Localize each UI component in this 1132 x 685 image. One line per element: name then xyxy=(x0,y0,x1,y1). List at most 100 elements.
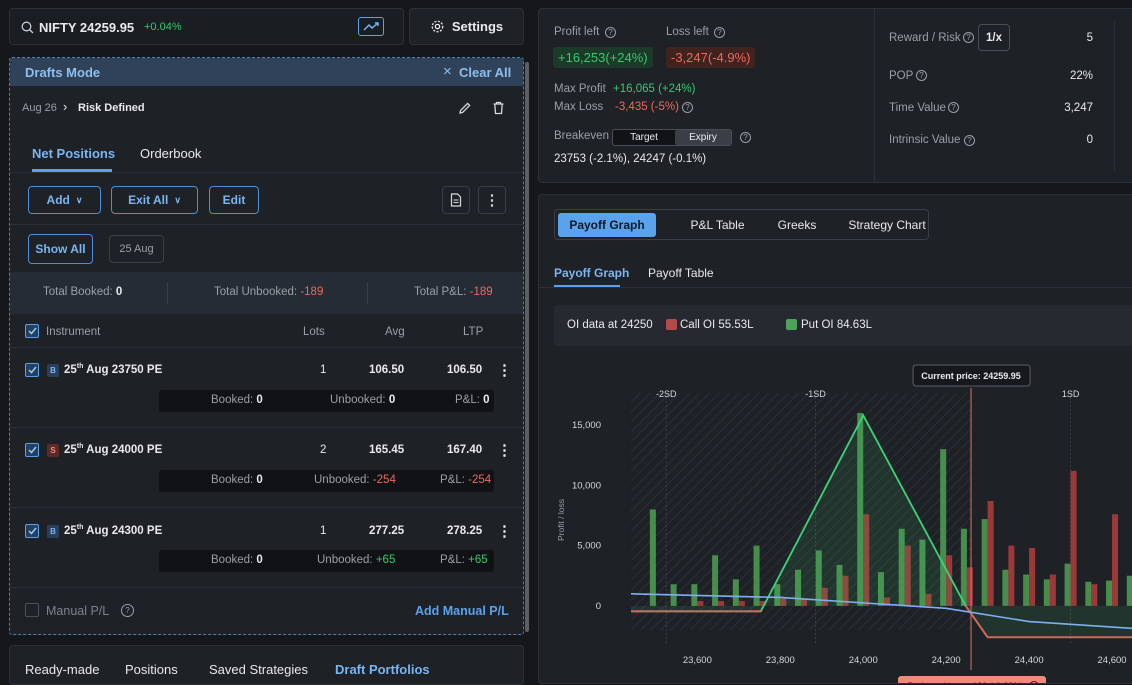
select-all-checkbox[interactable] xyxy=(25,324,39,338)
close-icon[interactable]: × xyxy=(443,63,452,80)
table-row[interactable]: S 25th Aug 24000 PE 2 165.45 167.40 ⋮ Bo… xyxy=(10,428,523,507)
unbooked-value: 0 xyxy=(388,394,396,406)
date-chip[interactable]: 25 Aug xyxy=(109,235,164,263)
drafts-header: Drafts Mode × Clear All xyxy=(10,58,523,86)
divider xyxy=(10,172,523,173)
header-ltp: LTP xyxy=(463,326,484,338)
show-all-button[interactable]: Show All xyxy=(28,234,93,264)
tab-pnl-table[interactable]: P&L Table xyxy=(690,218,745,232)
expiry-payoff-area xyxy=(631,415,1132,638)
more-icon[interactable]: ⋮ xyxy=(478,186,506,214)
search-bar[interactable]: NIFTY 24259.95 +0.04% xyxy=(9,8,404,45)
tab-net-positions[interactable]: Net Positions xyxy=(32,146,116,161)
subtab-payoff-table[interactable]: Payoff Table xyxy=(648,266,714,280)
ltp-value: 278.25 xyxy=(447,525,483,537)
tab-payoff-graph[interactable]: Payoff Graph xyxy=(558,213,656,237)
call-oi-bar xyxy=(718,601,725,606)
put-oi-value: 84.63L xyxy=(836,319,872,331)
call-oi-bar xyxy=(966,567,973,606)
put-oi-bar xyxy=(649,509,656,606)
add-button[interactable]: Add ∨ xyxy=(28,186,101,214)
drafts-panel: Drafts Mode × Clear All Aug 26 › Risk De… xyxy=(9,57,524,635)
table-row[interactable]: B 25th Aug 23750 PE 1 106.50 106.50 ⋮ Bo… xyxy=(10,348,523,427)
put-oi-bar xyxy=(919,539,926,606)
show-all-label: Show All xyxy=(35,242,86,256)
call-oi-bar xyxy=(821,587,828,606)
profit-left-value: +16,253(+24%) xyxy=(553,47,653,68)
graph-tabs: Payoff Graph P&L Table Greeks Strategy C… xyxy=(554,209,929,240)
help-icon[interactable]: ? xyxy=(682,102,693,113)
breakeven-toggle[interactable]: Target Expiry xyxy=(612,129,732,146)
help-icon[interactable]: ? xyxy=(948,102,959,113)
total-pnl-label: Total P&L: xyxy=(414,286,467,298)
more-icon[interactable]: ⋮ xyxy=(497,442,512,459)
intrinsic-value-value: 0 xyxy=(1086,134,1093,146)
chevron-down-icon: ∨ xyxy=(75,194,83,205)
row-checkbox[interactable] xyxy=(25,524,39,538)
chart-icon[interactable] xyxy=(358,17,384,36)
add-label: Add xyxy=(46,193,70,207)
payoff-chart[interactable]: -2SD -1SD 1SD 0 5,000 10,000 15,000 Profit / lo… xyxy=(539,355,1132,684)
x-tick-label: 24,000 xyxy=(849,655,878,666)
lots-value: 1 xyxy=(320,364,327,376)
call-oi-bar xyxy=(1070,470,1077,606)
pnl-value: -254 xyxy=(468,474,492,486)
add-manual-pnl-button[interactable]: Add Manual P/L xyxy=(415,604,509,618)
scrollbar[interactable] xyxy=(525,62,529,632)
tab-greeks[interactable]: Greeks xyxy=(777,218,817,232)
projected-loss-label: Projected loss: -189 (-0.28%) xyxy=(908,681,1025,684)
settings-button[interactable]: Settings xyxy=(409,8,524,45)
divider xyxy=(10,507,523,508)
more-icon[interactable]: ⋮ xyxy=(497,523,512,540)
tab-orderbook[interactable]: Orderbook xyxy=(140,146,202,161)
max-profit-value: +16,065 (+24%) xyxy=(613,83,696,95)
put-oi-bar xyxy=(1126,575,1132,606)
tab-saved-strategies[interactable]: Saved Strategies xyxy=(209,662,309,677)
put-oi-bar xyxy=(940,449,947,606)
edit-button[interactable]: Edit xyxy=(209,186,259,214)
subtab-payoff-graph[interactable]: Payoff Graph xyxy=(554,266,630,280)
profit-left-label: Profit left xyxy=(554,26,600,38)
clear-all-button[interactable]: Clear All xyxy=(459,65,512,80)
document-icon[interactable] xyxy=(442,186,470,214)
trash-icon[interactable] xyxy=(492,101,505,115)
reward-risk-toggle[interactable]: 1/x xyxy=(978,24,1010,51)
put-oi-bar xyxy=(857,413,864,606)
tab-positions[interactable]: Positions xyxy=(125,662,178,677)
divider xyxy=(167,282,168,304)
call-oi-label: Call OI xyxy=(680,319,716,331)
sd-label: -2SD xyxy=(656,389,677,399)
pnl-label: P&L: xyxy=(440,554,465,566)
pencil-icon[interactable] xyxy=(458,101,472,115)
help-icon[interactable]: ? xyxy=(121,604,134,617)
help-icon[interactable]: ? xyxy=(714,27,725,38)
table-row[interactable]: B 25th Aug 24300 PE 1 277.25 278.25 ⋮ Bo… xyxy=(10,508,523,587)
x-tick-label: 23,800 xyxy=(766,655,795,666)
oi-label: OI data at 24250 xyxy=(567,319,653,331)
y-tick-label: 5,000 xyxy=(577,541,601,552)
more-icon[interactable]: ⋮ xyxy=(497,362,512,379)
help-icon[interactable]: ? xyxy=(963,32,974,43)
sd-label: 1SD xyxy=(1062,389,1080,399)
help-icon[interactable]: ? xyxy=(605,27,616,38)
unbooked-label: Unbooked: xyxy=(317,554,373,566)
booked-label: Booked: xyxy=(211,474,254,486)
tab-strategy-chart[interactable]: Strategy Chart xyxy=(848,218,926,232)
help-icon[interactable]: ? xyxy=(916,70,927,81)
put-oi-swatch xyxy=(786,319,797,330)
expiry-option[interactable]: Expiry xyxy=(675,130,731,145)
target-option[interactable]: Target xyxy=(630,132,658,143)
projected-loss-badge: Projected loss: -189 (-0.28%) xyxy=(898,676,1047,684)
help-icon[interactable]: ? xyxy=(964,135,975,146)
bottom-tabs: Ready-made Positions Saved Strategies Dr… xyxy=(9,645,524,685)
put-oi-bar xyxy=(1106,580,1113,606)
tab-draft-portfolios[interactable]: Draft Portfolios xyxy=(335,662,430,677)
row-checkbox[interactable] xyxy=(25,363,39,377)
strategy-name[interactable]: Risk Defined xyxy=(78,102,145,114)
help-icon[interactable]: ? xyxy=(740,132,751,143)
exit-all-button[interactable]: Exit All ∨ xyxy=(111,186,198,214)
pnl-label: P&L: xyxy=(440,474,465,486)
manual-pnl-checkbox[interactable] xyxy=(25,603,39,617)
row-checkbox[interactable] xyxy=(25,443,39,457)
tab-ready-made[interactable]: Ready-made xyxy=(25,662,100,677)
